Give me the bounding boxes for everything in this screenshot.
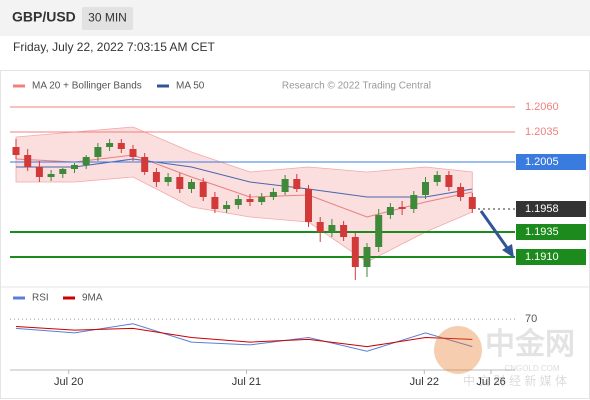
legend-label: 9MA <box>82 293 103 304</box>
symbol: GBP/USD <box>12 9 76 25</box>
level-label: 1.1958 <box>525 203 559 215</box>
candle-body <box>47 174 55 177</box>
credit: Research © 2022 Trading Central <box>282 81 431 92</box>
candle-body <box>12 147 20 155</box>
rsi-line <box>15 326 473 348</box>
candle-body <box>35 167 43 177</box>
candle-body <box>152 172 160 182</box>
candle-body <box>468 197 476 209</box>
legend-label: MA 20 + Bollinger Bands <box>32 81 142 92</box>
candle-body <box>188 182 195 189</box>
watermark: 中金网 CNGOLD.COM 中 文 财 经 新 媒 体 <box>434 326 575 388</box>
level-tag <box>516 201 586 217</box>
ma50-line <box>16 158 473 198</box>
candle-body <box>24 155 32 167</box>
interval-button[interactable] <box>82 7 133 30</box>
x-tick-label: Jul 20 <box>54 376 83 388</box>
candle-body <box>375 215 383 247</box>
candle-body <box>316 222 324 232</box>
candle-body <box>433 175 441 182</box>
candle-body <box>363 247 371 267</box>
candle-body <box>223 205 231 209</box>
legend-label: MA 50 <box>176 81 205 92</box>
forecast-arrow <box>479 210 510 250</box>
level-label: 1.1910 <box>525 251 559 263</box>
candle-body <box>71 165 78 169</box>
candle-body <box>117 143 125 149</box>
level-label: 1.2035 <box>525 126 559 138</box>
timestamp: Friday, July 22, 2022 7:03:15 AM CET <box>13 40 216 54</box>
forecast-arrowhead <box>502 244 514 258</box>
x-tick-label: Jul 22 <box>410 376 439 388</box>
x-tick-label: Jul 26 <box>476 376 505 388</box>
candle-body <box>164 177 172 182</box>
candle-body <box>269 192 277 197</box>
candle-body <box>293 179 301 189</box>
watermark-site: CNGOLD.COM <box>504 364 559 373</box>
legend-label: RSI <box>32 293 49 304</box>
candle-body <box>82 157 90 165</box>
watermark-tagline: 中 文 财 经 新 媒 体 <box>463 373 567 388</box>
candle-body <box>281 179 289 192</box>
candle-body <box>328 225 336 232</box>
candle-body <box>386 207 394 215</box>
candle-body <box>199 182 207 197</box>
candle-body <box>234 199 242 205</box>
candle-body <box>176 177 184 189</box>
level-tag <box>516 224 586 240</box>
level-tag <box>516 249 586 265</box>
candle-body <box>106 143 114 147</box>
candle-body <box>94 147 102 157</box>
candle-body <box>398 207 406 209</box>
level-label: 1.2005 <box>525 156 559 168</box>
level-label: 1.2060 <box>525 101 559 113</box>
candle-body <box>211 197 219 209</box>
rsi-line <box>15 323 473 352</box>
candle-body <box>305 189 312 222</box>
candle-body <box>129 149 137 157</box>
watermark-title: 中金网 <box>485 327 575 361</box>
level-label: 1.1935 <box>525 226 559 238</box>
rsi-tick-label: 70 <box>525 313 537 325</box>
candle-body <box>410 195 418 209</box>
candle-body <box>457 187 465 197</box>
interval[interactable]: 30 MIN <box>88 11 127 25</box>
candle-body <box>351 237 359 267</box>
candle-body <box>258 197 266 202</box>
watermark-logo <box>434 326 482 374</box>
candle-body <box>340 225 348 237</box>
candle-body <box>141 157 149 172</box>
candle-body <box>59 169 67 174</box>
level-tag <box>516 154 586 170</box>
candle-body <box>445 175 453 187</box>
x-tick-label: Jul 21 <box>232 376 261 388</box>
candle-body <box>246 199 254 202</box>
candle-body <box>422 182 429 195</box>
